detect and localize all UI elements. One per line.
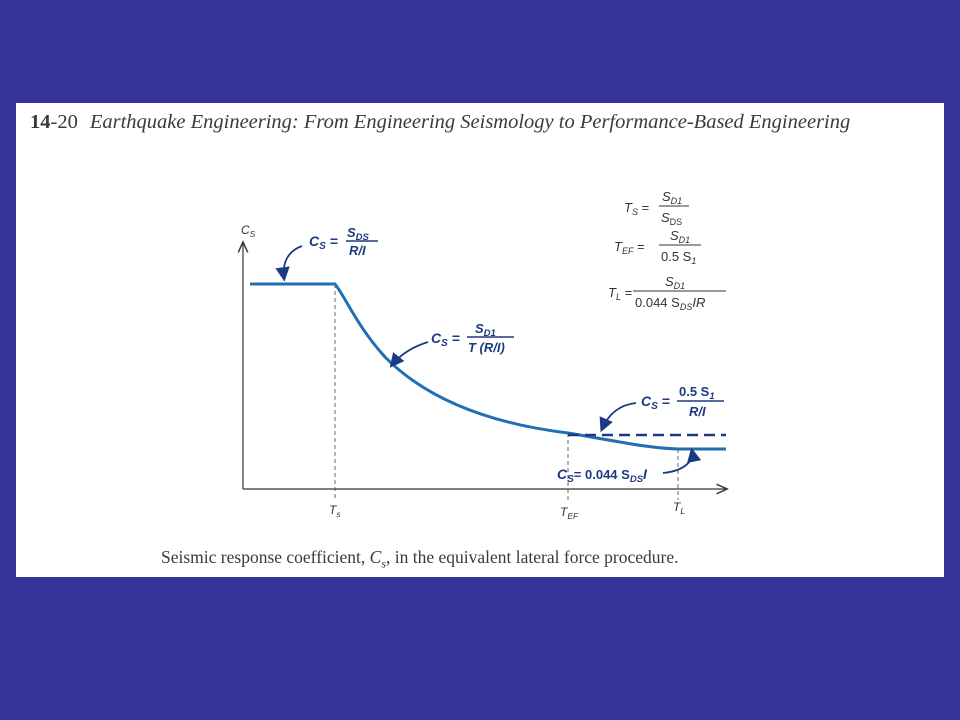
svg-text:SDS: SDS bbox=[661, 210, 682, 227]
figure-caption: Seismic response coefficient, Cs, in the… bbox=[161, 547, 679, 571]
svg-text:T (R/I): T (R/I) bbox=[468, 340, 505, 355]
svg-text:R/I: R/I bbox=[689, 404, 706, 419]
upper-limit-formula: CS = 0.5 S1 R/I bbox=[641, 384, 724, 419]
svg-text:SD1: SD1 bbox=[475, 321, 496, 339]
x-tick-ts: Ts bbox=[329, 503, 341, 519]
y-axis-label: CS bbox=[241, 223, 256, 239]
book-title: Earthquake Engineering: From Engineering… bbox=[89, 111, 851, 133]
svg-text:SD1: SD1 bbox=[670, 228, 690, 245]
svg-text:SDS: SDS bbox=[347, 225, 370, 243]
svg-text:TL =: TL = bbox=[608, 285, 632, 302]
svg-text:SD1: SD1 bbox=[662, 189, 682, 206]
seismic-response-figure: CS Ts TEF TL CS = SDS R/I CS = SD1 T bbox=[16, 189, 944, 521]
descending-formula: CS = SD1 T (R/I) bbox=[431, 321, 514, 355]
svg-text:SD1: SD1 bbox=[665, 274, 685, 291]
svg-text:CS =: CS = bbox=[641, 393, 670, 412]
descending-pointer-arrow bbox=[389, 341, 429, 368]
svg-text:TEF =: TEF = bbox=[614, 239, 645, 256]
response-curve bbox=[250, 282, 726, 451]
period-definitions: TS = SD1 SDS TEF = SD1 0.5 S1 TL = SD1 0… bbox=[608, 189, 726, 312]
plateau-pointer-arrow bbox=[275, 245, 303, 282]
definition-tl: TL = SD1 0.044 SDSIR bbox=[608, 274, 726, 312]
upper-limit-pointer-arrow bbox=[599, 402, 637, 433]
svg-text:CS =: CS = bbox=[309, 233, 338, 252]
svg-text:R/I: R/I bbox=[349, 243, 366, 258]
definition-tef: TEF = SD1 0.5 S1 bbox=[614, 228, 701, 266]
svg-text:CS= 0.044 SDSI: CS= 0.044 SDSI bbox=[557, 466, 648, 485]
x-tick-tef: TEF bbox=[560, 505, 579, 521]
plateau-formula: CS = SDS R/I bbox=[309, 225, 378, 258]
lower-limit-formula: CS= 0.044 SDSI bbox=[557, 466, 648, 485]
page-header: 14-20 Earthquake Engineering: From Engine… bbox=[30, 111, 850, 134]
svg-text:0.5 S1: 0.5 S1 bbox=[661, 249, 696, 266]
page-number: 14-20 bbox=[30, 111, 78, 133]
textbook-page: 14-20 Earthquake Engineering: From Engine… bbox=[16, 103, 944, 577]
lower-limit-pointer-arrow bbox=[662, 447, 702, 474]
svg-text:0.5 S1: 0.5 S1 bbox=[679, 384, 715, 402]
svg-text:CS =: CS = bbox=[431, 330, 460, 349]
svg-text:TS =: TS = bbox=[624, 200, 649, 217]
definition-ts: TS = SD1 SDS bbox=[624, 189, 689, 227]
x-tick-tl: TL bbox=[673, 500, 685, 516]
svg-text:0.044 SDSIR: 0.044 SDSIR bbox=[635, 295, 705, 312]
